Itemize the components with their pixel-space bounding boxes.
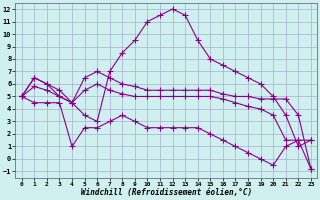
X-axis label: Windchill (Refroidissement éolien,°C): Windchill (Refroidissement éolien,°C) (81, 188, 252, 197)
